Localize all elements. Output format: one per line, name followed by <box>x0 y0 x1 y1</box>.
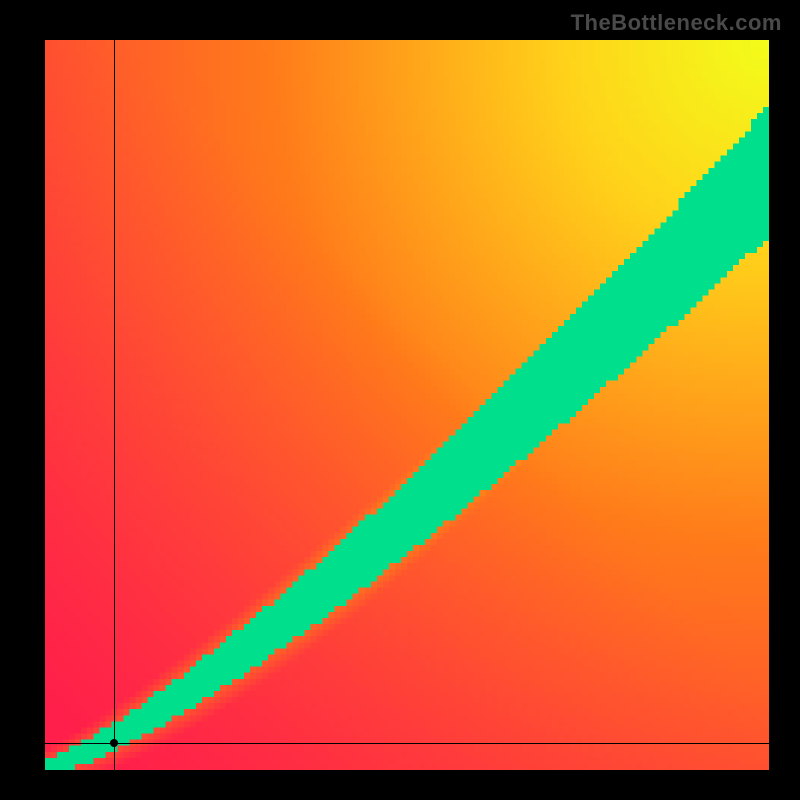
crosshair-vertical <box>114 40 115 770</box>
heatmap-canvas <box>45 40 769 770</box>
crosshair-horizontal <box>45 743 769 744</box>
heatmap-plot <box>45 40 769 770</box>
crosshair-marker-dot <box>110 739 118 747</box>
watermark-text: TheBottleneck.com <box>571 10 782 36</box>
